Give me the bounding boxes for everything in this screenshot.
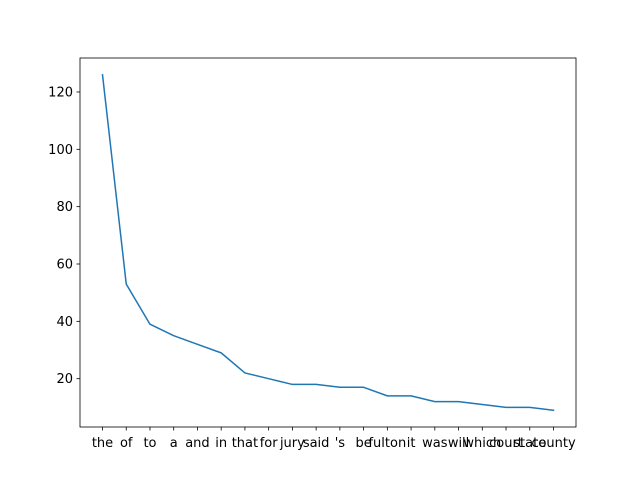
series-line (101, 73, 555, 412)
y-tick-label: 120 (48, 85, 73, 100)
x-tick-label: the (92, 436, 113, 451)
x-tick-label: and (185, 436, 209, 451)
x-tick-label: for (260, 436, 279, 451)
y-tick-label: 40 (56, 315, 73, 330)
x-tick-label: which (463, 436, 501, 451)
x-tick-label: 's (335, 436, 346, 451)
x-tick-label: jury (279, 436, 305, 451)
y-tick-label: 100 (48, 143, 73, 158)
x-tick-label: state (513, 436, 546, 451)
x-tick-label: to (143, 436, 156, 451)
y-tick-label: 80 (56, 200, 73, 215)
x-tick-label: it (407, 436, 416, 451)
plot-series (101, 73, 555, 412)
x-tick-label: said (303, 436, 330, 451)
x-tick-label: will (448, 436, 469, 451)
y-tick-label: 60 (56, 258, 73, 273)
x-tick-label: of (120, 436, 133, 451)
x-tick-label: that (232, 436, 258, 451)
x-tick-label: was (422, 436, 448, 451)
plot-frame (79, 57, 577, 428)
x-tick-label: county (531, 436, 576, 451)
y-tick-label: 20 (56, 372, 73, 387)
y-axis-ticks: 20 40 60 80 100 120 (48, 85, 80, 387)
x-tick-label: a (170, 436, 178, 451)
x-tick-label: in (215, 436, 227, 451)
x-tick-label: be (355, 436, 371, 451)
x-tick-label: court (489, 436, 523, 451)
x-tick-label: fulton (368, 436, 406, 451)
